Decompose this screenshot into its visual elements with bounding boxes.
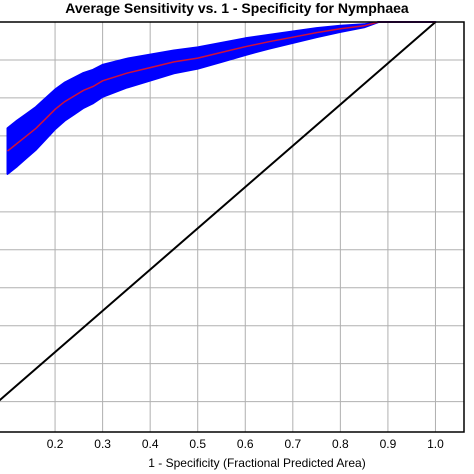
reference-line — [0, 21, 437, 402]
x-ticks: 0.2 0.3 0.4 0.5 0.6 0.7 0.8 0.9 1.0 — [47, 437, 444, 451]
chart-title: Average Sensitivity vs. 1 - Specificity … — [65, 0, 409, 16]
x-tick-label: 0.8 — [332, 437, 349, 451]
plot-frame — [0, 21, 465, 433]
x-tick-label: 0.5 — [189, 437, 206, 451]
x-tick-label: 0.3 — [94, 437, 111, 451]
mean-sensitivity-line — [7, 21, 436, 152]
x-tick-label: 0.7 — [284, 437, 301, 451]
series-lines — [0, 21, 437, 402]
x-tick-label: 1.0 — [427, 437, 444, 451]
x-tick-label: 0.4 — [142, 437, 159, 451]
x-tick-label: 0.6 — [237, 437, 254, 451]
x-tick-label: 0.2 — [47, 437, 64, 451]
grid — [0, 21, 464, 432]
x-tick-label: 0.9 — [380, 437, 397, 451]
x-axis-label: 1 - Specificity (Fractional Predicted Ar… — [148, 456, 365, 470]
